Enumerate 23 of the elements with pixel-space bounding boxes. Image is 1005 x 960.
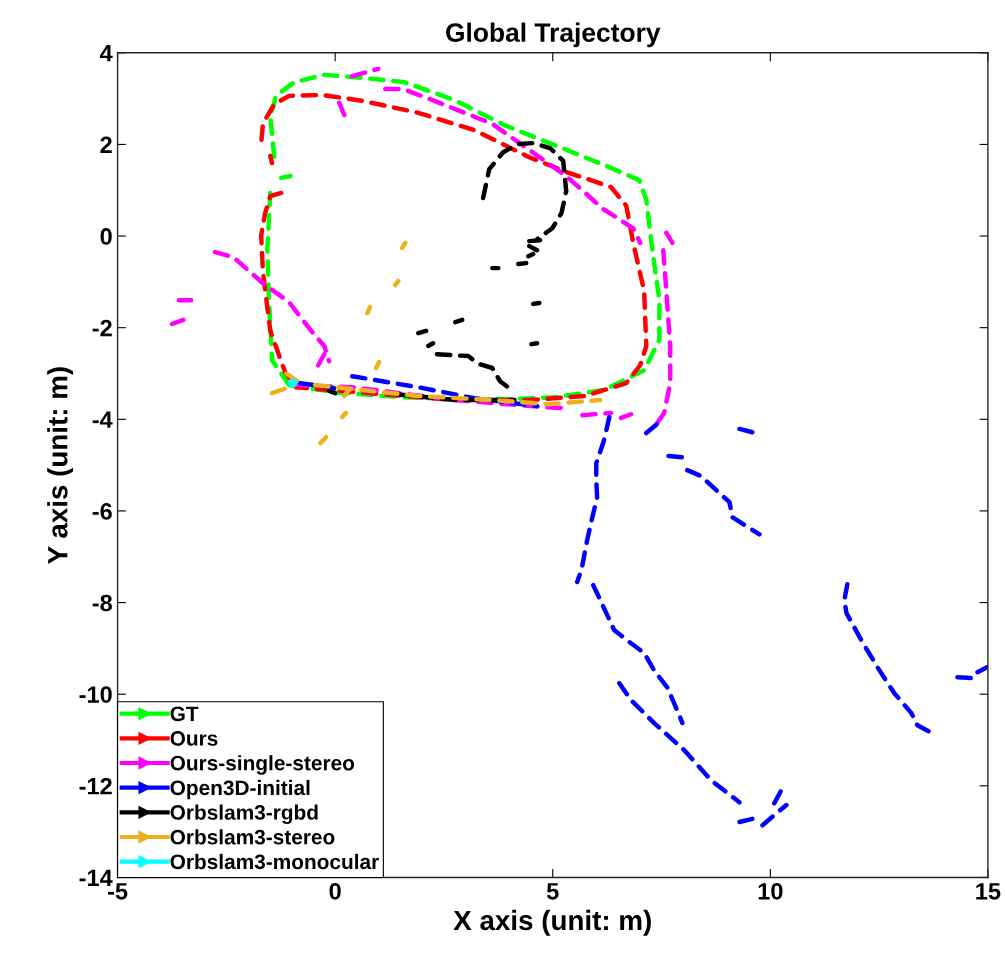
legend-label: Orbslam3-rgbd [170, 804, 318, 825]
legend-label: GT [170, 706, 199, 722]
x-tick-label: 5 [546, 883, 559, 900]
legend-label: Orbslam3-monocular [170, 853, 379, 870]
legend-label: Open3D-initial [170, 779, 310, 800]
y-axis-title: Y axis (unit: m) [47, 367, 74, 564]
x-tick-label: 15 [976, 883, 1001, 900]
y-tick-label: -2 [92, 319, 112, 337]
y-tick-label: -6 [92, 503, 112, 520]
x-tick-label: 10 [758, 882, 783, 900]
y-tick-label: 4 [99, 45, 113, 62]
y-tick-label: 0 [100, 228, 112, 245]
y-tick-label: -12 [79, 777, 112, 795]
chart-title: Global Trajectory [446, 22, 661, 48]
y-tick-label: -4 [92, 411, 113, 428]
x-axis-title: X axis (unit: m) [453, 909, 651, 936]
y-tick-label: 2 [100, 136, 112, 153]
legend-label: Orbslam3-stereo [170, 829, 335, 845]
x-tick-label: 0 [329, 882, 341, 900]
legend-label: Ours [170, 731, 218, 746]
y-tick-label: -10 [79, 686, 112, 703]
legend-label: Ours-single-stereo [170, 755, 355, 775]
y-tick-label: -8 [92, 594, 112, 612]
